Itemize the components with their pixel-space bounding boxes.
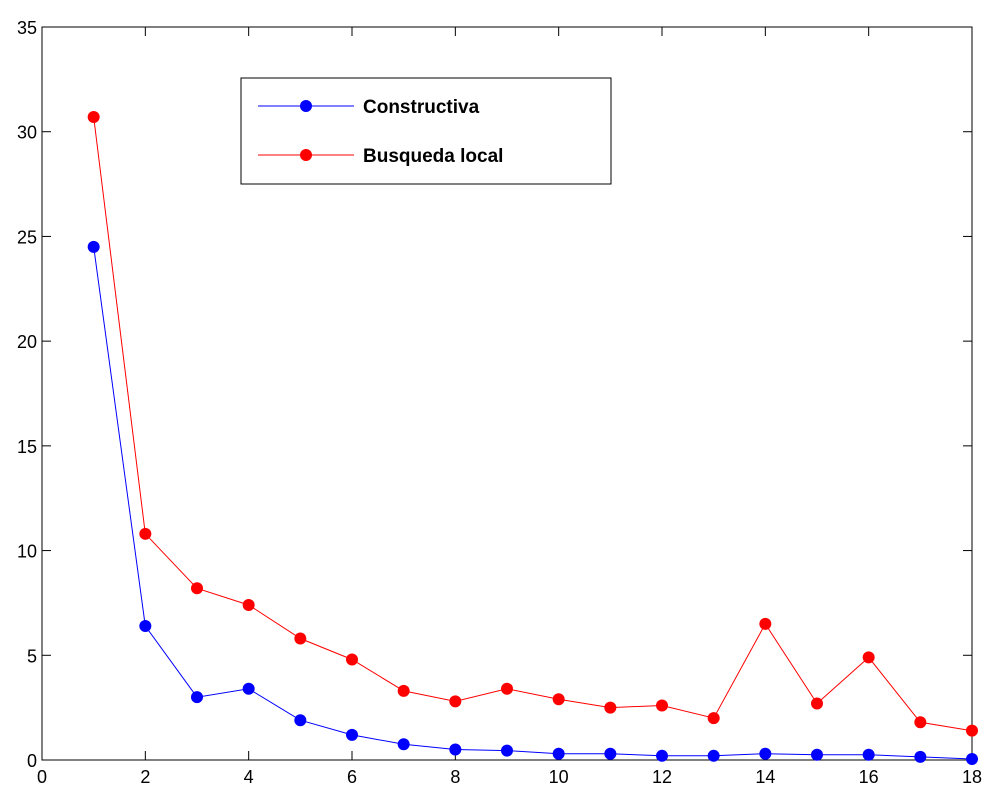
y-tick-label: 15 — [17, 437, 37, 457]
series-2-point — [294, 632, 307, 645]
series-2 — [87, 111, 978, 737]
series-1-point — [656, 749, 668, 762]
y-axis-tick-labels: 0 5 10 15 20 25 30 35 — [17, 18, 37, 771]
series-2-point — [604, 701, 617, 714]
series-1-point — [449, 743, 462, 756]
series-1-point — [914, 750, 927, 763]
series-1-point — [501, 744, 513, 757]
legend-label-series-2: Busqueda local — [363, 146, 503, 167]
x-tick-label: 12 — [652, 767, 672, 787]
series-1-point — [604, 747, 617, 760]
series-2-point — [242, 599, 255, 612]
series-1-point — [346, 728, 358, 741]
x-tick-label: 16 — [859, 767, 879, 787]
series-2-point — [346, 653, 358, 666]
series-1-point — [759, 747, 772, 760]
y-tick-label: 25 — [17, 227, 37, 247]
series-1-point — [139, 619, 152, 632]
series-2-point — [139, 527, 152, 540]
legend-marker-series-2 — [300, 149, 312, 161]
series-2-point — [707, 712, 720, 725]
series-1-point — [191, 691, 203, 704]
legend: Constructiva Busqueda local — [240, 77, 612, 185]
x-tick-label: 10 — [549, 767, 569, 787]
series-2-point — [914, 716, 927, 729]
x-tick-label: 14 — [755, 767, 775, 787]
legend-marker-series-1 — [300, 100, 312, 112]
series-2-point — [191, 582, 203, 595]
series-1-point — [294, 714, 307, 727]
series-1 — [87, 240, 978, 765]
x-tick-label: 18 — [962, 767, 982, 787]
legend-label-series-1: Constructiva — [363, 97, 480, 118]
x-tick-label: 6 — [347, 767, 357, 787]
series-1-point — [966, 752, 978, 765]
series-1-point — [707, 749, 720, 762]
y-tick-label: 30 — [17, 123, 37, 143]
series-1-point — [862, 748, 875, 761]
x-axis-tick-labels: 0 2 4 6 8 10 12 14 16 18 — [37, 767, 982, 787]
series-2-point — [862, 651, 875, 664]
series-layer — [87, 111, 978, 765]
legend-box — [240, 77, 612, 185]
series-1-point — [242, 682, 255, 695]
series-2-line — [93, 117, 973, 732]
series-2-point — [397, 684, 410, 697]
y-tick-label: 0 — [27, 751, 37, 771]
y-tick-label: 10 — [17, 542, 37, 562]
series-2-point — [501, 682, 513, 695]
series-2-point — [811, 697, 823, 710]
x-tick-label: 8 — [450, 767, 460, 787]
y-tick-label: 35 — [17, 18, 37, 38]
series-1-point — [397, 738, 410, 751]
series-2-point — [87, 111, 100, 124]
series-2-point — [656, 699, 668, 712]
series-2-point — [552, 693, 565, 706]
series-2-point — [759, 617, 772, 630]
series-1-point — [811, 748, 823, 761]
series-2-point — [966, 724, 978, 737]
series-2-point — [449, 695, 462, 708]
x-tick-label: 2 — [140, 767, 150, 787]
series-1-line — [93, 246, 973, 760]
y-tick-label: 5 — [27, 646, 37, 666]
y-tick-label: 20 — [17, 332, 37, 352]
x-tick-label: 4 — [244, 767, 254, 787]
series-1-point — [552, 747, 565, 760]
series-1-point — [87, 240, 100, 253]
x-tick-label: 0 — [37, 767, 47, 787]
